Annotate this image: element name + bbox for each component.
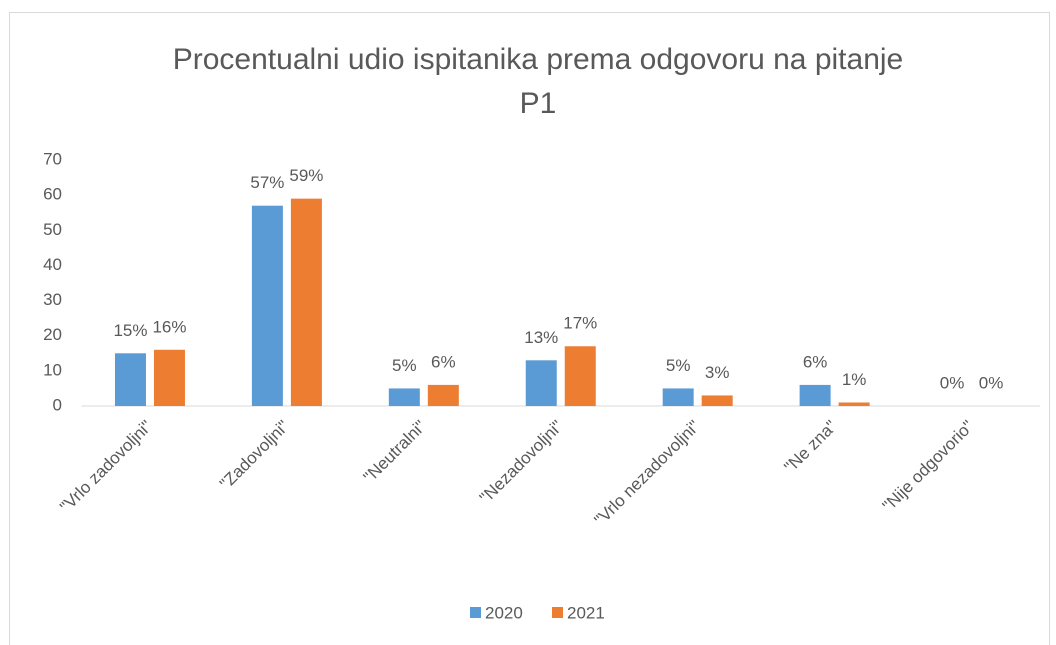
bar xyxy=(799,384,831,406)
bar xyxy=(153,349,185,406)
value-label: 57% xyxy=(250,173,284,192)
value-label: 6% xyxy=(803,352,828,371)
x-tick-label: "Nezadovoljni" xyxy=(476,417,567,508)
value-label: 0% xyxy=(979,373,1004,392)
value-label: 15% xyxy=(113,321,147,340)
x-tick-label: "Neutralni" xyxy=(360,417,430,487)
value-label: 16% xyxy=(152,317,186,336)
value-label: 59% xyxy=(289,166,323,185)
x-tick-label: "Vrlo zadovoljni" xyxy=(56,417,156,517)
value-label: 5% xyxy=(666,356,691,375)
bar xyxy=(388,388,420,406)
y-tick-label: 20 xyxy=(43,325,62,344)
bar xyxy=(838,402,870,406)
bar xyxy=(564,346,596,406)
x-tick-label: "Vrlo nezadovoljni" xyxy=(591,417,704,530)
y-tick-label: 50 xyxy=(43,220,62,239)
legend-swatch xyxy=(470,607,481,618)
value-label: 1% xyxy=(842,370,867,389)
bar xyxy=(251,205,283,406)
bar xyxy=(662,388,694,406)
legend-swatch xyxy=(552,607,563,618)
chart-border xyxy=(9,12,1050,645)
value-label: 6% xyxy=(431,352,456,371)
chart-title: Procentualni udio ispitanika prema odgov… xyxy=(172,43,904,120)
legend-label: 2020 xyxy=(485,603,523,622)
y-tick-label: 70 xyxy=(43,149,62,168)
y-tick-label: 30 xyxy=(43,290,62,309)
value-label: 5% xyxy=(392,356,417,375)
value-label: 13% xyxy=(524,328,558,347)
value-label: 3% xyxy=(705,363,730,382)
bar xyxy=(290,198,322,406)
x-tick-label: "Ne zna" xyxy=(781,417,841,477)
y-tick-label: 60 xyxy=(43,185,62,204)
x-tick-label: "Nije odgovorio" xyxy=(879,417,978,516)
bar xyxy=(525,360,557,406)
value-label: 17% xyxy=(563,314,597,333)
y-tick-label: 0 xyxy=(53,395,62,414)
legend-label: 2021 xyxy=(567,603,605,622)
y-tick-label: 10 xyxy=(43,360,62,379)
value-label: 0% xyxy=(940,373,965,392)
bar xyxy=(114,353,146,406)
bar xyxy=(701,395,733,406)
x-tick-label: "Zadovoljni" xyxy=(216,417,293,494)
y-tick-label: 40 xyxy=(43,255,62,274)
bar xyxy=(427,384,459,406)
